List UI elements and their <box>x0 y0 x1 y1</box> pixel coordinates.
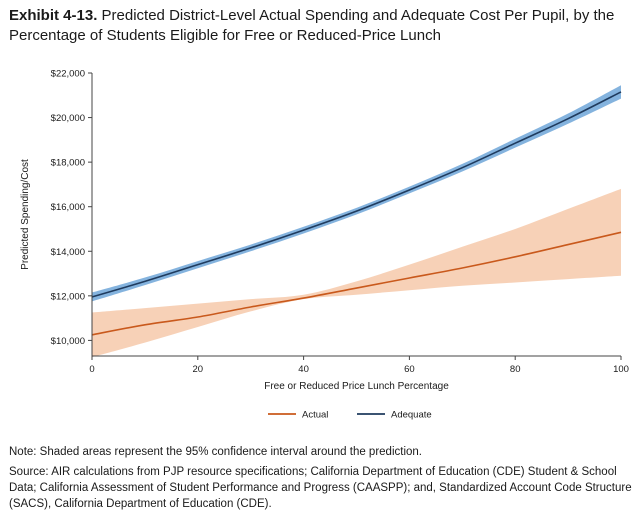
chart-note: Note: Shaded areas represent the 95% con… <box>9 446 422 458</box>
exhibit-title: Exhibit 4-13. Predicted District-Level A… <box>9 6 634 46</box>
y-tick-label: $14,000 <box>51 247 85 258</box>
y-tick-label: $18,000 <box>51 158 85 169</box>
axes <box>91 73 621 357</box>
y-tick-label: $10,000 <box>51 336 85 347</box>
confidence-bands <box>92 85 621 358</box>
x-axis-label: Free or Reduced Price Lunch Percentage <box>264 381 449 392</box>
legend-adequate-label: Adequate <box>391 410 432 421</box>
actual-series-line <box>91 231 622 336</box>
x-tick-label: 80 <box>510 364 521 375</box>
adequate-series-line <box>91 91 622 298</box>
legend-actual-label: Actual <box>302 410 328 421</box>
x-ticks: 0 20 40 60 80 100 <box>89 356 629 375</box>
x-tick-label: 40 <box>298 364 309 375</box>
actual-confidence-band <box>92 188 621 358</box>
x-tick-label: 20 <box>193 364 204 375</box>
x-tick-label: 0 <box>89 364 94 375</box>
adequate-confidence-band <box>92 85 621 302</box>
y-tick-label: $22,000 <box>51 69 85 80</box>
y-ticks: $10,000 $12,000 $14,000 $16,000 $18,000 $20,0… <box>51 69 92 347</box>
y-axis-label: Predicted Spending/Cost <box>20 159 31 270</box>
exhibit-title-text: Predicted District-Level Actual Spending… <box>9 7 615 44</box>
exhibit-label: Exhibit 4-13. <box>9 7 98 24</box>
legend: Actual Adequate <box>268 410 432 421</box>
line-chart: $10,000 $12,000 $14,000 $16,000 $18,000 $20,0… <box>20 69 629 421</box>
x-tick-label: 60 <box>404 364 415 375</box>
y-tick-label: $12,000 <box>51 291 85 302</box>
series-lines <box>91 91 622 336</box>
chart-source: Source: AIR calculations from PJP resour… <box>9 466 632 510</box>
x-tick-label: 100 <box>613 364 629 375</box>
y-tick-label: $16,000 <box>51 202 85 213</box>
chart-area: $10,000 $12,000 $14,000 $16,000 $18,000 $20,0… <box>0 60 641 440</box>
y-tick-label: $20,000 <box>51 113 85 124</box>
